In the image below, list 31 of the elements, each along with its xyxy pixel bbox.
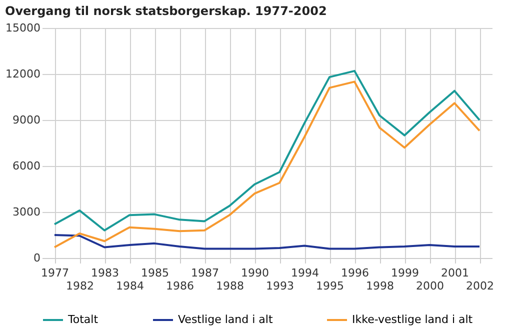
legend-label: Totalt — [67, 313, 99, 326]
x-tick-label: 1996 — [341, 266, 369, 280]
x-tick-label: 1990 — [241, 266, 269, 280]
x-tick-label: 2002 — [466, 280, 494, 292]
x-tick-label: 1998 — [366, 280, 394, 292]
x-tick-label: 1993 — [266, 280, 294, 292]
x-tick-label: 1985 — [141, 266, 169, 280]
x-tick-label: 2000 — [416, 280, 444, 292]
y-tick-label: 0 — [34, 252, 40, 264]
line-series — [54, 80, 480, 248]
legend-label: Vestlige land i alt — [178, 313, 274, 326]
x-tick-label: 1982 — [66, 280, 94, 292]
chart-title: Overgang til norsk statsborgerskap. 1977-2002 — [5, 4, 327, 18]
x-tick-label: 1984 — [116, 280, 144, 292]
x-tick-label: 1986 — [166, 280, 194, 292]
y-tick-label: 15000 — [6, 22, 40, 34]
x-tick-label: 1994 — [291, 266, 319, 280]
y-tick-label: 12000 — [6, 68, 40, 80]
line-series — [54, 70, 480, 232]
x-tick-label: 1977 — [41, 266, 69, 280]
x-tick-label: 1988 — [216, 280, 244, 292]
y-tick-label: 6000 — [12, 160, 40, 172]
y-tick-label: 3000 — [12, 206, 40, 218]
y-tick-label: 9000 — [12, 114, 40, 126]
x-tick-label: 1999 — [391, 266, 419, 280]
x-tick-label: 1987 — [191, 266, 219, 280]
legend-label: Ikke-vestlige land i alt — [352, 313, 474, 326]
x-tick-label: 1983 — [91, 266, 119, 280]
x-tick-label: 2001 — [441, 266, 469, 280]
x-tick-label: 1995 — [316, 280, 344, 292]
line-series — [54, 234, 480, 250]
